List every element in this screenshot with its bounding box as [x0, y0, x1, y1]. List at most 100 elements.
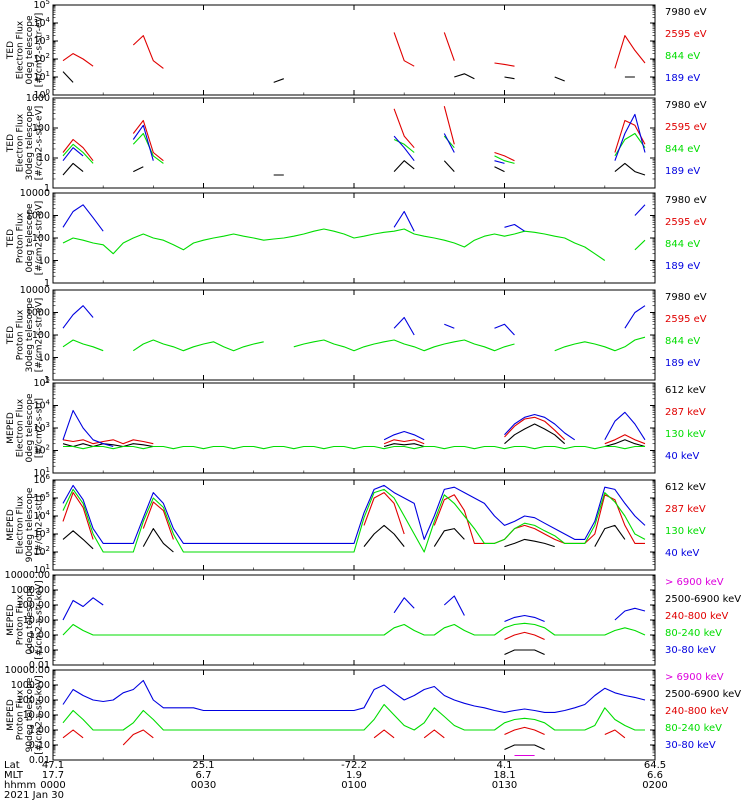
y-tick-label: 105	[33, 0, 50, 11]
y-axis-title: TED	[6, 229, 16, 248]
y-axis-title: TED	[6, 41, 16, 60]
y-axis-title: 0deg telescope	[25, 15, 35, 85]
panel-3: 1 10 100 1000 10000 TED Proton Flux 0deg telesc…	[6, 188, 707, 289]
y-tick-label: 0.01	[29, 660, 50, 671]
x-tick-label: 4.1	[497, 760, 513, 771]
panel-2: 1 10 100 1000 TED Electron Flux 30deg telescop…	[6, 93, 707, 194]
y-tick-label: 10	[38, 353, 50, 364]
y-axis-title: [#/cm2-s-str-eV]	[35, 298, 45, 373]
y-tick-label: 1000	[26, 308, 50, 319]
y-tick-label: 1.00	[29, 725, 50, 736]
y-axis-title: [#/cm2-s-str]	[35, 495, 45, 555]
series-line	[62, 204, 646, 232]
legend-entry: 844 eV	[665, 336, 700, 347]
y-tick-label: 1000.00	[11, 680, 50, 691]
series-line	[62, 32, 646, 69]
y-axis-title: Proton Flux	[16, 309, 26, 360]
series-line	[62, 113, 646, 164]
legend-entry: 2595 eV	[665, 314, 707, 325]
y-tick-label: 1	[44, 183, 50, 194]
legend-entry: 80-240 keV	[665, 628, 722, 639]
y-axis-title: MEPED	[6, 699, 16, 731]
y-axis-title: Proton Flux	[16, 594, 26, 645]
series-line	[62, 71, 635, 83]
y-axis-title: [#/cm2-s-str]	[35, 398, 45, 458]
y-tick-label: 1000	[26, 211, 50, 222]
x-tick-label: 0130	[492, 780, 517, 791]
series-line	[62, 622, 646, 636]
series-line	[62, 305, 646, 336]
y-axis-title: MEPED	[6, 509, 16, 541]
y-axis-title: 0deg telescope	[25, 393, 35, 463]
legend-entry: 2595 eV	[665, 217, 707, 228]
series-group	[62, 595, 646, 656]
series-group	[62, 106, 646, 176]
legend-entry: 189 eV	[665, 166, 700, 177]
y-tick-label: 10000	[20, 285, 50, 296]
series-line	[62, 409, 646, 448]
x-tick-label: 18.1	[493, 770, 515, 781]
legend-entry: > 6900 keV	[665, 672, 724, 683]
y-tick-label: 0.10	[29, 740, 50, 751]
panel-frame	[52, 289, 656, 381]
x-tick-label: -72.2	[341, 760, 367, 771]
series-line	[62, 488, 646, 553]
y-axis-title: 90deg telescope	[25, 487, 35, 562]
legend-entry: 287 keV	[665, 407, 706, 418]
y-axis-title: Proton Flux	[16, 689, 26, 740]
x-tick-label: 0100	[341, 780, 366, 791]
y-tick-label: 106	[33, 473, 50, 486]
series-line	[62, 416, 646, 445]
series-group	[62, 32, 646, 83]
series-line	[62, 228, 646, 261]
legend-entry: 7980 eV	[665, 7, 707, 18]
legend-entry: 40 keV	[665, 548, 699, 559]
y-axis-title: [#/cm2-s-str-eV]	[35, 13, 45, 88]
series-group	[62, 484, 646, 553]
panel-8: 0.01 0.10 1.00 10.00 100.00 1000.00 10000.00 ME…	[5, 665, 742, 766]
y-axis-title: MEPED	[6, 604, 16, 636]
y-axis-title: MEPED	[6, 412, 16, 444]
y-tick-label: 1000.00	[11, 585, 50, 596]
legend-entry: 7980 eV	[665, 292, 707, 303]
series-group	[62, 409, 646, 450]
date-label: 2021 Jan 30	[4, 790, 64, 800]
series-line	[63, 445, 645, 450]
x-row-label: Lat	[4, 760, 20, 771]
x-row-label: MLT	[4, 770, 24, 781]
series-line	[62, 726, 626, 746]
series-line	[62, 703, 645, 731]
y-tick-label: 100	[32, 233, 50, 244]
y-axis-title: 90deg telescope	[25, 677, 35, 752]
series-line	[504, 631, 545, 641]
legend-entry: 80-240 keV	[665, 723, 722, 734]
x-tick-label: 25.1	[192, 760, 214, 771]
legend-entry: 30-80 keV	[665, 645, 716, 656]
y-axis-title: Electron Flux	[16, 495, 26, 554]
x-tick-label: 6.7	[196, 770, 212, 781]
x-tick-label: 47.1	[42, 760, 64, 771]
y-axis-title: [#/cm2-s-str-eV]	[35, 201, 45, 276]
y-axis-title: TED	[6, 134, 16, 153]
series-line	[504, 649, 545, 656]
y-axis-title: Electron Flux	[16, 113, 26, 172]
series-line	[62, 492, 645, 544]
series-line	[62, 524, 626, 553]
legend-entry: 240-800 keV	[665, 706, 729, 717]
legend-entry: 287 keV	[665, 504, 706, 515]
series-line	[62, 423, 646, 448]
legend-entry: 844 eV	[665, 239, 700, 250]
series-line	[62, 484, 646, 544]
panel-frame	[52, 479, 656, 571]
y-axis-title: [#/cm2-s-str-keV]	[35, 580, 45, 659]
y-tick-label: 1.00	[29, 630, 50, 641]
x-tick-label: 6.6	[647, 770, 663, 781]
panel-frame	[52, 669, 656, 761]
y-tick-label: 0.01	[29, 755, 50, 766]
x-tick-label: 0000	[40, 780, 65, 791]
y-tick-label: 1000	[26, 93, 50, 104]
series-group	[62, 204, 646, 261]
panel-frame	[52, 4, 656, 96]
